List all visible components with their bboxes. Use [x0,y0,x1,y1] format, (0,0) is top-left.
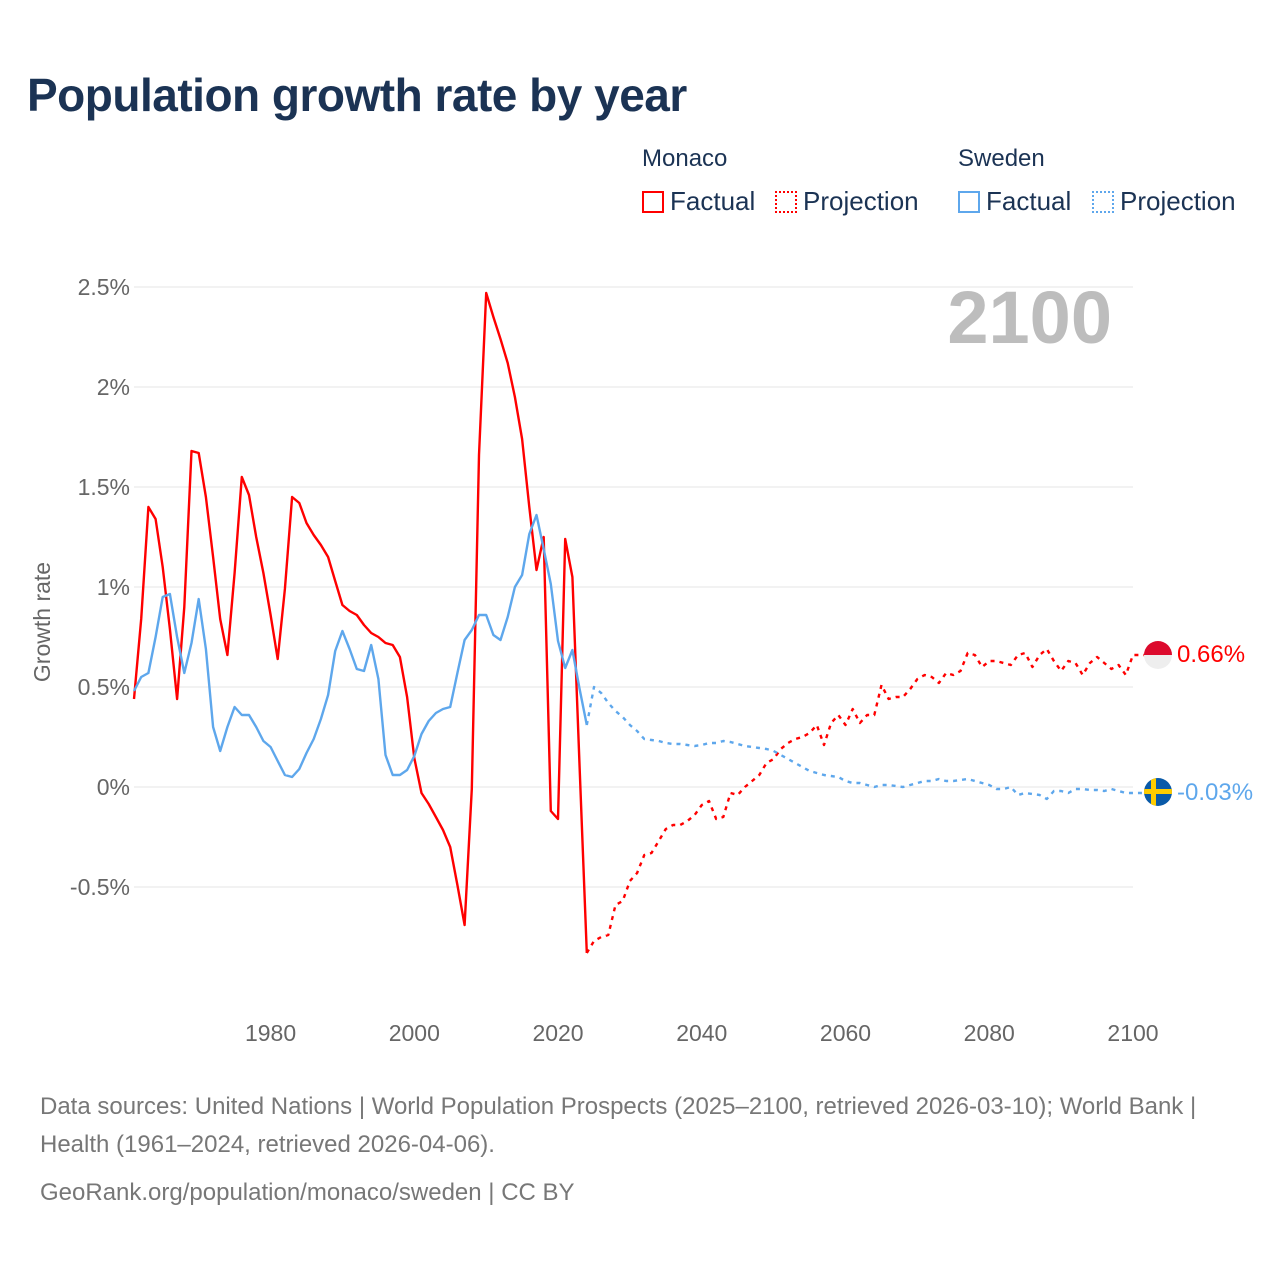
x-tick-label: 2020 [532,1020,583,1046]
legend-sweden-factual[interactable]: Factual [958,186,1071,217]
legend-swatch-solid [958,190,980,213]
x-tick-label: 1980 [245,1020,296,1046]
series-line-sweden-factual [132,513,588,779]
legend-label: Factual [670,186,756,216]
legend-label: Factual [986,186,1072,216]
y-tick-label: 0% [97,774,130,800]
footer: Data sources: United Nations | World Pop… [40,1088,1240,1212]
legend-swatch-solid [642,190,664,213]
series-line-monaco-factual [132,291,588,954]
y-tick-label: 2.5% [78,274,130,300]
x-tick-label: 2080 [964,1020,1015,1046]
series-line-monaco-projection [585,647,1145,954]
legend-swatch-dotted [1092,190,1114,213]
legend-label: Projection [803,186,919,216]
legend-group-monaco: Monaco [642,145,728,172]
x-tick-label: 2000 [389,1020,440,1046]
legend-swatch-dotted [775,190,797,213]
x-tick-label: 2100 [1107,1020,1158,1046]
x-tick-label: 2040 [676,1020,727,1046]
credit-link[interactable]: GeoRank.org/population/monaco/sweden | C… [40,1179,575,1206]
y-axis-label: Growth rate [29,562,55,682]
y-tick-label: 1.5% [78,474,130,500]
y-tick-label: 2% [97,374,130,400]
line-chart: -0.5% 0% 0.5% 1% 1.5% 2% 2.5% 1980 2000 2020 2040 2… [29,274,1253,1046]
y-tick-label: 1% [97,574,130,600]
sweden-flag-icon [1144,778,1172,806]
data-sources: Data sources: United Nations | World Pop… [40,1093,1197,1158]
x-tick-label: 2060 [820,1020,871,1046]
chart-title: Population growth rate by year [27,69,687,121]
legend-group-sweden: Sweden [958,145,1045,172]
y-tick-label: 0.5% [78,674,130,700]
legend-monaco-factual[interactable]: Factual [642,186,755,217]
y-tick-label: -0.5% [70,874,130,900]
legend-sweden-projection[interactable]: Projection [1092,186,1236,217]
year-watermark: 2100 [947,276,1112,359]
monaco-end-label: 0.66% [1177,641,1245,668]
monaco-flag-icon [1144,641,1172,669]
legend-label: Projection [1120,186,1236,216]
legend-monaco-projection[interactable]: Projection [775,186,919,217]
sweden-end-label: -0.03% [1177,779,1253,806]
series-line-sweden-projection [585,685,1145,801]
